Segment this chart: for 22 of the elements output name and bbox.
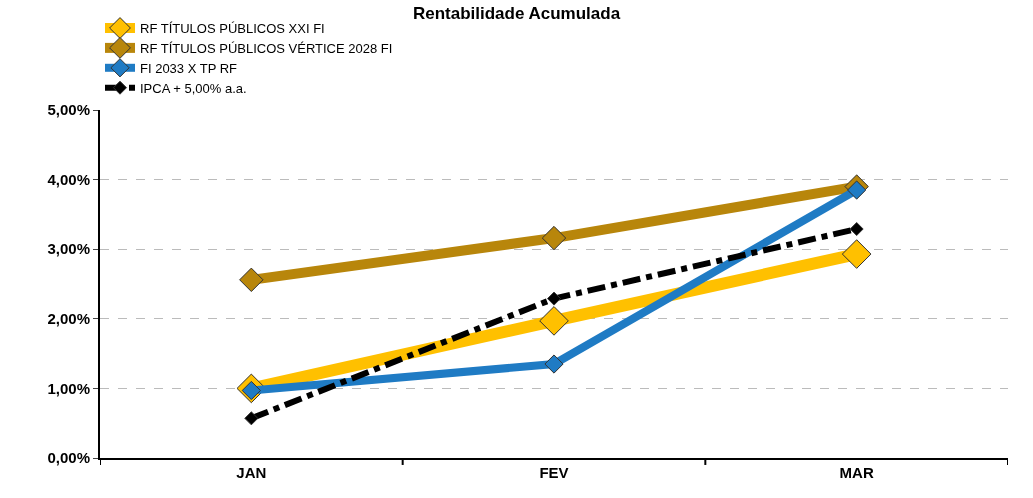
legend-label: FI 2033 X TP RF xyxy=(140,60,238,76)
y-tick-label: 3,00% xyxy=(47,240,90,258)
point xyxy=(539,306,569,336)
point xyxy=(849,222,864,237)
x-tick-label: MAR xyxy=(839,464,874,481)
y-tick-label: 5,00% xyxy=(47,101,90,119)
point xyxy=(541,225,567,251)
y-tick-label: 1,00% xyxy=(47,379,90,397)
x-tick-label: JAN xyxy=(236,464,267,481)
legend-label: IPCA + 5,00% a.a. xyxy=(140,80,247,96)
point xyxy=(841,239,872,269)
y-tick-label: 2,00% xyxy=(47,310,90,328)
point xyxy=(239,267,264,293)
legend-label: RF TÍTULOS PÚBLICOS XXI FI xyxy=(140,21,325,37)
x-tick-label: FEV xyxy=(539,464,569,481)
y-tick-label: 0,00% xyxy=(47,449,90,467)
point xyxy=(244,411,259,426)
y-tick-label: 4,00% xyxy=(47,170,90,188)
point xyxy=(547,291,561,306)
legend-label: RF TÍTULOS PÚBLICOS VÉRTICE 2028 FI xyxy=(140,40,393,56)
chart-title: Rentabilidade Acumulada xyxy=(412,4,621,24)
point xyxy=(544,354,564,374)
